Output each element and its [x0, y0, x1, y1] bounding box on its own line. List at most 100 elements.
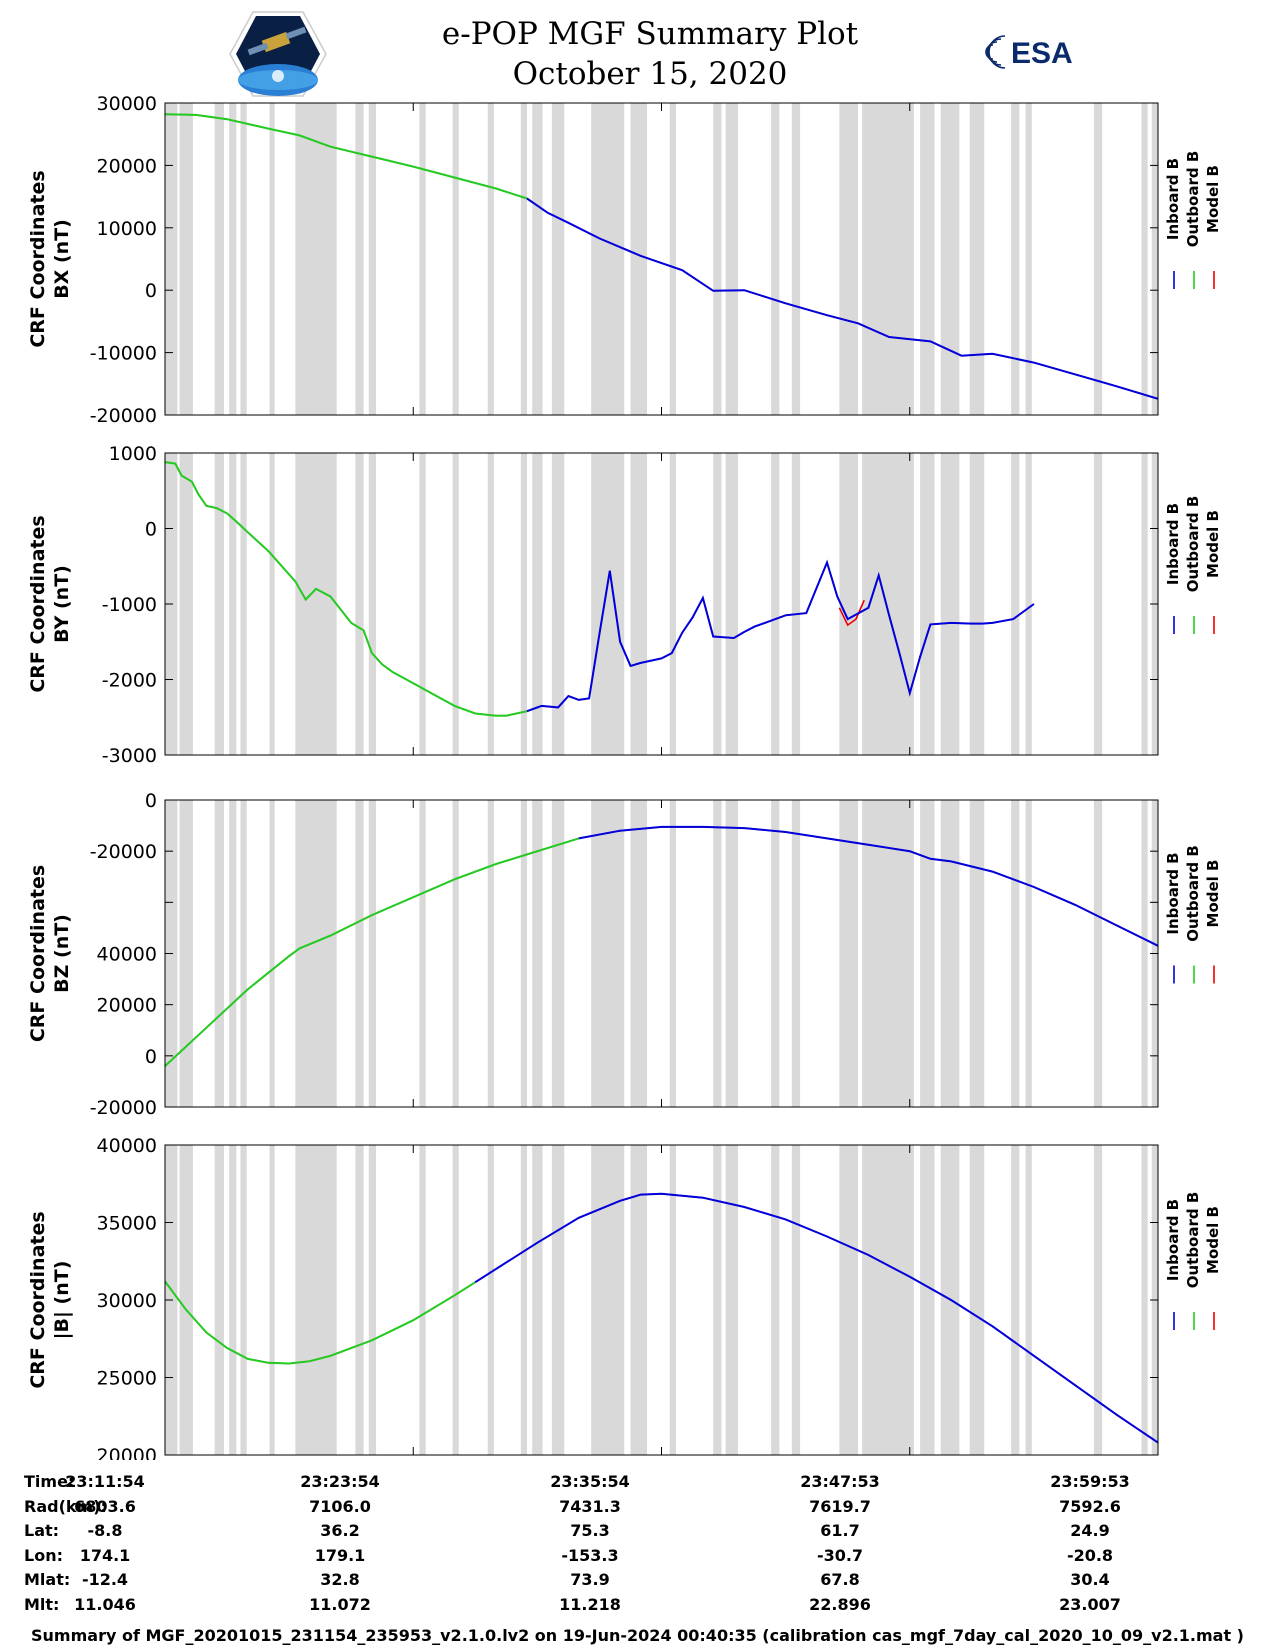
info-row-label: Lat: — [24, 1521, 60, 1540]
data-gap-band — [179, 103, 193, 415]
inboard-b-line — [526, 559, 1035, 713]
y-axis-label-line1: CRF Coordinates — [27, 170, 49, 347]
data-gap-band — [669, 1145, 676, 1455]
y-axis-label-line1: CRF Coordinates — [27, 1211, 49, 1388]
y-axis-label-line1: CRF Coordinates — [27, 865, 49, 1042]
data-gap-band — [355, 453, 364, 755]
info-row-label: Mlat: — [24, 1570, 71, 1589]
info-cell: 61.7 — [820, 1521, 860, 1540]
data-gap-band — [452, 453, 459, 755]
info-cell: 11.072 — [309, 1594, 371, 1614]
info-cell: 6803.6 — [74, 1496, 136, 1516]
data-gap-band — [295, 453, 337, 755]
legend-label: Model B — [1204, 1206, 1222, 1274]
data-gap-band — [452, 800, 459, 1107]
data-gap-band — [1011, 103, 1020, 415]
legend-label: Model B — [1204, 860, 1222, 928]
data-gap-band — [791, 103, 801, 415]
info-cell: -20.8 — [1066, 1545, 1114, 1565]
data-gap-band — [214, 800, 224, 1107]
data-gap-band — [940, 453, 960, 755]
data-gap-band — [1141, 103, 1148, 415]
data-gap-band — [630, 453, 648, 755]
data-gap-band — [725, 103, 739, 415]
info-cell: 23.007 — [1059, 1594, 1121, 1614]
data-gap-band — [269, 103, 275, 415]
data-gap-band — [591, 800, 625, 1107]
data-gap-band — [630, 800, 648, 1107]
data-gap-band — [520, 453, 528, 755]
y-tick-label: -2000 — [102, 670, 157, 692]
data-gap-band — [839, 1145, 859, 1455]
data-gap-band — [1093, 1145, 1103, 1455]
info-cell: 7106.0 — [309, 1496, 371, 1516]
info-row-label: Lon: — [24, 1545, 63, 1565]
data-gap-band — [532, 800, 543, 1107]
data-gap-band — [419, 800, 426, 1107]
plot-title-main: e-POP MGF Summary Plot — [441, 16, 859, 52]
y-axis-label: CRF Coordinates |B| (nT) — [27, 1211, 73, 1388]
info-cell: -153.3 — [561, 1545, 619, 1565]
info-cell: 30.4 — [1070, 1570, 1110, 1589]
data-gap-band — [452, 1145, 459, 1455]
y-tick-label: 10000 — [97, 218, 157, 240]
y-axis-label: CRF Coordinates BY (nT) — [27, 515, 73, 692]
data-gap-band — [1025, 453, 1032, 755]
panel-btot: 40000 35000 30000 25000 20000 CRF Coordinates… — [27, 1135, 1222, 1460]
y-axis-label-line2: |B| (nT) — [51, 1261, 73, 1340]
y-tick-label: -20000 — [90, 841, 157, 863]
y-tick-label: -10000 — [90, 343, 157, 365]
data-gap-band — [771, 800, 780, 1107]
data-gap-band — [591, 453, 625, 755]
data-gap-band — [532, 103, 543, 415]
data-gap-band — [920, 1145, 935, 1455]
data-gap-band — [669, 453, 676, 755]
data-gap-band — [591, 103, 625, 415]
info-cell: 7592.6 — [1059, 1496, 1121, 1516]
data-gap-band — [532, 1145, 543, 1455]
data-gap-band — [669, 800, 676, 1107]
y-tick-label: 0 — [145, 1046, 157, 1068]
data-gap-band — [839, 800, 859, 1107]
data-gap-band — [368, 453, 377, 755]
legend-label: Inboard B — [1164, 852, 1182, 934]
info-row-label: Rad(km): — [24, 1496, 107, 1516]
data-gap-band — [1025, 800, 1032, 1107]
info-cell: 7431.3 — [559, 1496, 621, 1516]
data-gap-band — [920, 453, 935, 755]
data-gap-band — [487, 103, 494, 415]
legend-label: Outboard B — [1184, 1192, 1202, 1289]
data-gap-band — [1141, 800, 1148, 1107]
data-gap-band — [532, 453, 543, 755]
info-cell: 23:11:54 — [65, 1472, 145, 1491]
data-gap-band — [179, 800, 193, 1107]
info-cell: 24.9 — [1070, 1521, 1110, 1540]
y-tick-label: 30000 — [97, 1290, 157, 1312]
data-gap-band — [969, 453, 985, 755]
data-gap-band — [969, 1145, 985, 1455]
y-tick-label: 20000 — [97, 1445, 157, 1460]
data-gap-band — [862, 103, 914, 415]
info-cell: 73.9 — [570, 1570, 610, 1589]
data-gap-band — [591, 1145, 625, 1455]
y-tick-label: 0 — [145, 790, 157, 812]
info-row-label: Mlt: — [24, 1594, 60, 1614]
info-cell: 22.896 — [809, 1594, 871, 1614]
data-gap-band — [630, 1145, 648, 1455]
data-gap-band — [295, 103, 337, 415]
y-tick-label: -1000 — [102, 594, 157, 616]
data-gap-band — [520, 103, 528, 415]
inboard-b-line — [578, 825, 1159, 947]
data-gap-band — [229, 103, 237, 415]
y-tick-label: 25000 — [97, 1368, 157, 1390]
outboard-b-line — [164, 113, 528, 200]
data-gap-band — [1011, 453, 1020, 755]
y-tick-label: 35000 — [97, 1213, 157, 1235]
data-gap-band — [179, 453, 193, 755]
y-tick-label: 0 — [145, 280, 157, 302]
info-cell: 36.2 — [320, 1521, 360, 1540]
data-gap-band — [179, 1145, 193, 1455]
inboard-b-line — [474, 1192, 1159, 1444]
legend-label: Outboard B — [1184, 151, 1202, 248]
